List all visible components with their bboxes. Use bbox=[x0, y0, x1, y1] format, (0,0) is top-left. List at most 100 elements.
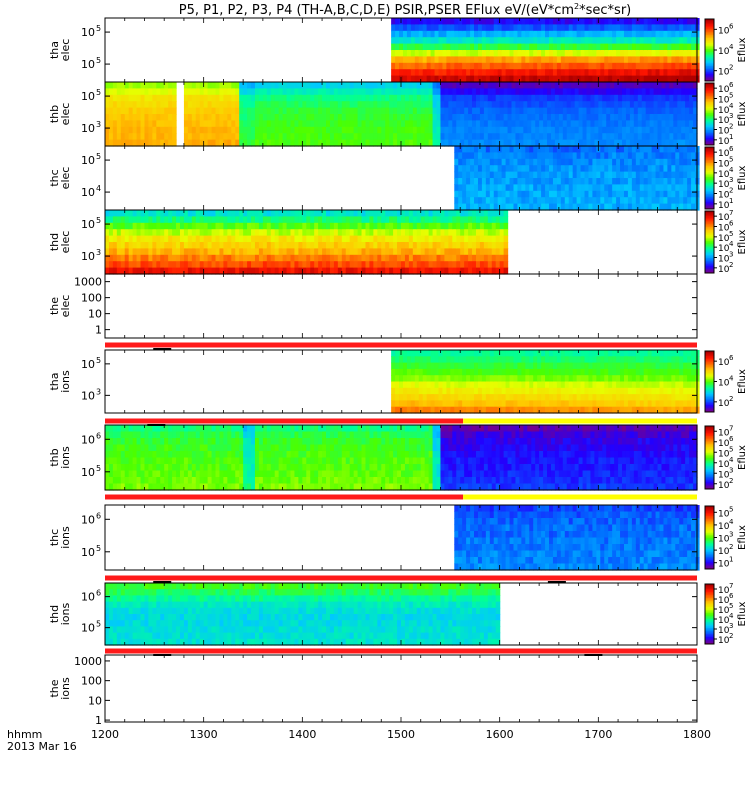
heatmap-cell bbox=[448, 261, 453, 269]
heatmap-cell bbox=[191, 267, 197, 275]
heatmap-cell bbox=[397, 139, 402, 147]
heatmap-cell bbox=[578, 88, 584, 96]
heatmap-cell bbox=[462, 400, 467, 408]
heatmap-cell bbox=[144, 120, 150, 128]
heatmap-cell bbox=[584, 203, 590, 211]
heatmap-cell bbox=[266, 222, 272, 230]
heatmap-cell bbox=[310, 242, 315, 249]
heatmap-cell bbox=[120, 261, 126, 269]
heatmap-cell bbox=[191, 210, 197, 217]
heatmap-cell bbox=[399, 43, 404, 51]
heatmap-cell bbox=[426, 37, 432, 45]
heatmap-cell bbox=[493, 43, 499, 51]
heatmap-cell bbox=[270, 88, 276, 96]
heatmap-cell bbox=[298, 133, 303, 141]
heatmap-cell bbox=[681, 139, 686, 147]
heatmap-cell bbox=[251, 210, 256, 217]
heatmap-cell bbox=[568, 158, 574, 166]
heatmap-cell bbox=[199, 126, 205, 134]
heatmap-cell bbox=[168, 120, 173, 128]
heatmap-cell bbox=[608, 203, 613, 211]
heatmap-cell bbox=[608, 62, 613, 70]
heatmap-cell bbox=[560, 178, 566, 185]
heatmap-cell bbox=[649, 82, 655, 89]
colorbar-step bbox=[705, 109, 714, 112]
heatmap-cell bbox=[474, 146, 479, 153]
heatmap-cell bbox=[341, 248, 347, 256]
heatmap-cell bbox=[659, 43, 665, 51]
colorbar-step bbox=[705, 131, 714, 134]
heatmap-cell bbox=[306, 107, 311, 115]
colorbar-step bbox=[705, 118, 714, 121]
heatmap-cell bbox=[679, 43, 684, 51]
heatmap-cell bbox=[475, 94, 481, 102]
heatmap-cell bbox=[412, 107, 418, 115]
heatmap-cell bbox=[564, 190, 570, 198]
heatmap-cell bbox=[521, 368, 526, 376]
heatmap-cell bbox=[329, 114, 335, 121]
heatmap-cell bbox=[470, 178, 475, 185]
heatmap-cell bbox=[341, 88, 347, 96]
heatmap-cell bbox=[570, 120, 576, 128]
heatmap-cell bbox=[513, 387, 519, 395]
heatmap-cell bbox=[172, 254, 177, 262]
heatmap-cell bbox=[635, 158, 641, 166]
heatmap-cell bbox=[199, 114, 205, 121]
heatmap-cell bbox=[444, 126, 449, 134]
heatmap-cell bbox=[659, 197, 665, 205]
heatmap-cell bbox=[509, 18, 515, 25]
heatmap-cell bbox=[578, 82, 584, 89]
heatmap-cell bbox=[156, 242, 161, 249]
heatmap-cell bbox=[156, 133, 161, 141]
heatmap-cell bbox=[574, 139, 580, 147]
heatmap-cell bbox=[659, 165, 665, 173]
heatmap-cell bbox=[424, 261, 430, 269]
heatmap-cell bbox=[671, 56, 676, 64]
heatmap-cell bbox=[337, 107, 343, 115]
heatmap-cell bbox=[116, 222, 122, 230]
heatmap-cell bbox=[596, 37, 601, 45]
heatmap-cell bbox=[247, 210, 252, 217]
heatmap-cell bbox=[545, 165, 550, 173]
heatmap-cell bbox=[112, 133, 118, 141]
heatmap-cell bbox=[420, 120, 426, 128]
heatmap-cell bbox=[677, 82, 682, 89]
heatmap-cell bbox=[608, 171, 613, 179]
heatmap-cell bbox=[622, 120, 627, 128]
heatmap-cell bbox=[647, 75, 653, 83]
heatmap-cell bbox=[677, 126, 682, 134]
heatmap-cell bbox=[306, 94, 311, 102]
colorbar-step bbox=[705, 87, 714, 90]
heatmap-cell bbox=[406, 356, 412, 364]
heatmap-cell bbox=[643, 152, 649, 160]
heatmap-cell bbox=[207, 229, 213, 237]
heatmap-cell bbox=[349, 126, 355, 134]
heatmap-cell bbox=[566, 114, 572, 121]
heatmap-cell bbox=[584, 30, 590, 38]
heatmap-cell bbox=[606, 133, 611, 141]
heatmap-cell bbox=[187, 222, 193, 230]
heatmap-cell bbox=[545, 190, 550, 198]
heatmap-cell bbox=[475, 133, 481, 141]
heatmap-cell bbox=[501, 75, 507, 83]
heatmap-cell bbox=[357, 114, 363, 121]
heatmap-cell bbox=[440, 82, 446, 89]
colorbar-step bbox=[705, 48, 714, 51]
heatmap-cell bbox=[306, 133, 311, 141]
heatmap-cell bbox=[525, 62, 530, 70]
heatmap-cell bbox=[633, 139, 639, 147]
heatmap-cell bbox=[148, 114, 153, 121]
heatmap-cell bbox=[667, 184, 672, 192]
heatmap-cell bbox=[278, 229, 284, 237]
colorbar-step bbox=[705, 151, 714, 154]
heatmap-cell bbox=[464, 242, 469, 249]
heatmap-cell bbox=[450, 381, 455, 389]
heatmap-cell bbox=[509, 387, 515, 395]
heatmap-cell bbox=[493, 146, 499, 153]
heatmap-cell bbox=[168, 235, 173, 243]
heatmap-cell bbox=[641, 82, 647, 89]
heatmap-cell bbox=[671, 146, 676, 153]
heatmap-cell bbox=[560, 62, 566, 70]
